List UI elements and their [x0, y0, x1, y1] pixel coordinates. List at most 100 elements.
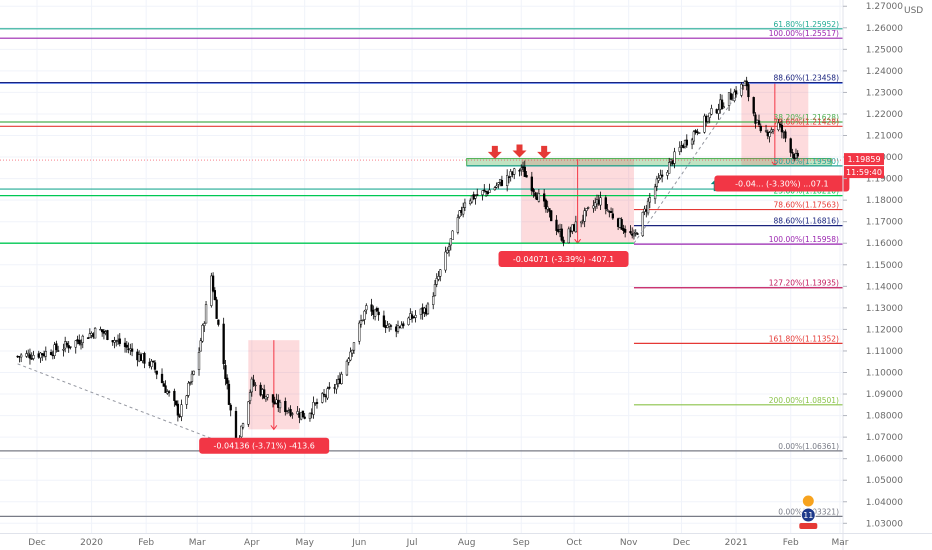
- annotations-layer: -0.04136 (-3.71%) -413.6 -0.04071 (-3.39%…: [17, 82, 850, 529]
- candle-body: [271, 394, 275, 403]
- candle-body: [20, 354, 23, 358]
- candle-body: [641, 212, 644, 236]
- candle-body: [363, 310, 366, 320]
- candle-body: [599, 197, 602, 206]
- candle-body: [388, 323, 391, 327]
- candle-body: [534, 192, 537, 197]
- candle-body: [768, 132, 771, 137]
- candle-body: [335, 384, 338, 390]
- candle-body: [414, 315, 417, 318]
- candle-body: [106, 330, 109, 340]
- candle-body: [733, 91, 736, 101]
- candle-body: [777, 122, 780, 131]
- candle-body: [227, 383, 231, 405]
- candle-body: [229, 404, 232, 411]
- candle-body: [377, 311, 380, 316]
- candle-body: [263, 389, 266, 399]
- candle-body: [187, 382, 190, 396]
- candle-body: [523, 166, 526, 177]
- candle-body: [25, 353, 28, 357]
- candle-body: [433, 284, 437, 296]
- candle-body: [358, 322, 361, 342]
- last-price-value: 1.19859: [847, 155, 880, 164]
- candle-body: [488, 189, 491, 193]
- candle-body: [648, 197, 651, 203]
- candle-body: [93, 327, 97, 339]
- measure-label-box: [199, 437, 330, 454]
- candle-body: [562, 239, 565, 243]
- candle-body: [291, 413, 294, 415]
- candle-body: [264, 396, 268, 400]
- down-arrow-marker: [537, 145, 552, 159]
- candle-body: [537, 193, 541, 202]
- x-tick-label: Dec: [673, 538, 690, 548]
- candle-body: [301, 410, 305, 418]
- candle-body: [44, 351, 47, 357]
- candle-body: [152, 360, 155, 363]
- event-flag-stripe: [799, 523, 818, 529]
- candle-body: [173, 390, 176, 401]
- candle-body: [666, 172, 669, 176]
- candle-body: [493, 187, 497, 191]
- candle-body: [254, 384, 257, 387]
- candle-body: [30, 358, 33, 360]
- fib-level-label: 88.60%(1.23458): [774, 74, 840, 83]
- countdown-box: [844, 166, 884, 179]
- candle-body: [784, 131, 787, 139]
- y-tick-label: 1.09000: [866, 390, 903, 400]
- candle-body: [176, 403, 180, 416]
- candle-body: [204, 304, 208, 324]
- candle-body: [530, 176, 533, 192]
- candle-body: [486, 191, 489, 195]
- candle-body: [359, 320, 363, 325]
- y-tick-label: 1.18000: [866, 196, 903, 206]
- candle-body: [365, 305, 368, 311]
- candle-body: [555, 219, 558, 231]
- candle-body: [583, 210, 586, 222]
- x-tick-label: Sep: [513, 538, 530, 548]
- fib-level-label: 50.00%(1.19590): [774, 157, 840, 166]
- candle-body: [585, 208, 588, 212]
- candle-body: [347, 358, 350, 363]
- countdown-value: 11:59:40: [846, 168, 882, 177]
- candle-body: [247, 401, 250, 425]
- event-count-icon: [800, 507, 816, 523]
- event-flag-icon: [801, 494, 815, 508]
- candle-body: [155, 370, 158, 375]
- measure-label: -0.04071 (-3.39%) -407.1: [513, 255, 614, 264]
- candle-body: [745, 80, 748, 87]
- candle-body: [796, 152, 799, 157]
- candle-body: [289, 409, 292, 416]
- y-tick-label: 1.07000: [866, 433, 903, 443]
- candle-body: [222, 323, 225, 365]
- candle-body: [203, 323, 206, 326]
- candle-body: [655, 178, 659, 187]
- candle-body: [81, 335, 84, 344]
- candle-body: [266, 394, 269, 398]
- candle-body: [513, 168, 516, 175]
- candle-body: [402, 323, 405, 327]
- candle-body: [518, 170, 521, 172]
- candle-body: [351, 349, 354, 354]
- candle-body: [604, 197, 607, 210]
- candle-body: [55, 343, 58, 350]
- candle-body: [754, 114, 757, 124]
- candle-body: [278, 401, 282, 409]
- time-axis[interactable]: Dec 2020 Feb Mar Apr May Jun Jul Aug Sep Oct Nov Dec…: [28, 538, 848, 548]
- candle-body: [164, 385, 167, 393]
- candle-body: [717, 109, 720, 114]
- candle-body: [370, 304, 373, 312]
- price-axis[interactable]: 1.27000 1.26000 1.25000 1.24000 1.23000 1.220…: [843, 2, 903, 529]
- fib-level-label: 78.60%(1.17563): [774, 201, 840, 210]
- last-price-tag: 1.19859 11:59:40: [0, 153, 884, 179]
- candle-body: [39, 352, 42, 359]
- candle-body: [407, 317, 410, 325]
- x-tick-label: Oct: [566, 538, 582, 548]
- y-tick-label: 1.13000: [866, 304, 903, 314]
- candle-body: [789, 138, 792, 153]
- candle-body: [375, 308, 379, 312]
- candle-body: [211, 275, 215, 292]
- candle-body: [444, 251, 447, 271]
- candle-body: [764, 130, 768, 132]
